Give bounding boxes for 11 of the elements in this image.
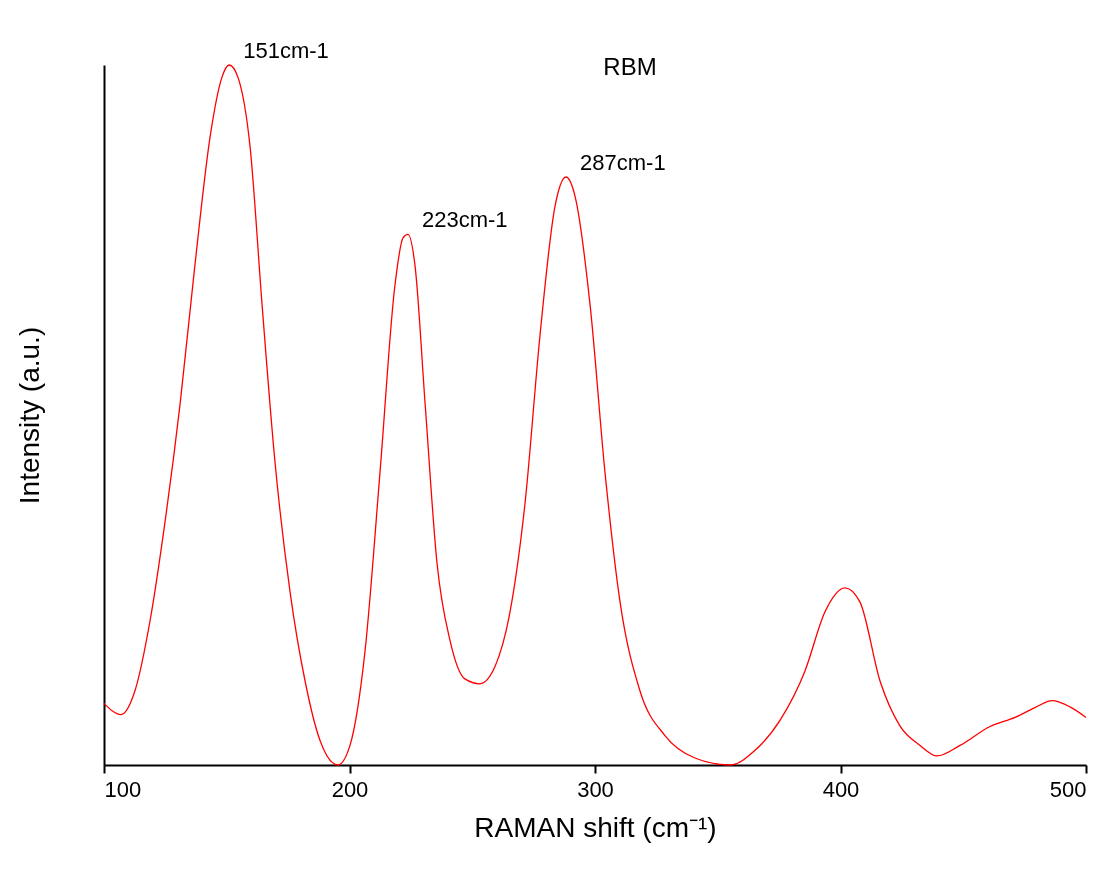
x-tick-label: 100 (104, 776, 142, 802)
annotation: 151cm-1 (243, 38, 329, 63)
annotation: 223cm-1 (421, 207, 508, 233)
x-tick-label: 400 (822, 776, 860, 802)
y-axis-title: Intensity (a.u.) (13, 326, 45, 505)
chart-title: RBM (603, 53, 657, 80)
x-tick-label: 200 (331, 776, 369, 802)
x-tick-label: 300 (577, 776, 614, 802)
annotation: 287cm-1 (580, 150, 666, 175)
x-tick-label: 500 (1049, 776, 1087, 802)
x-axis-title: RAMAN shift (cm⁻¹) (474, 811, 717, 843)
